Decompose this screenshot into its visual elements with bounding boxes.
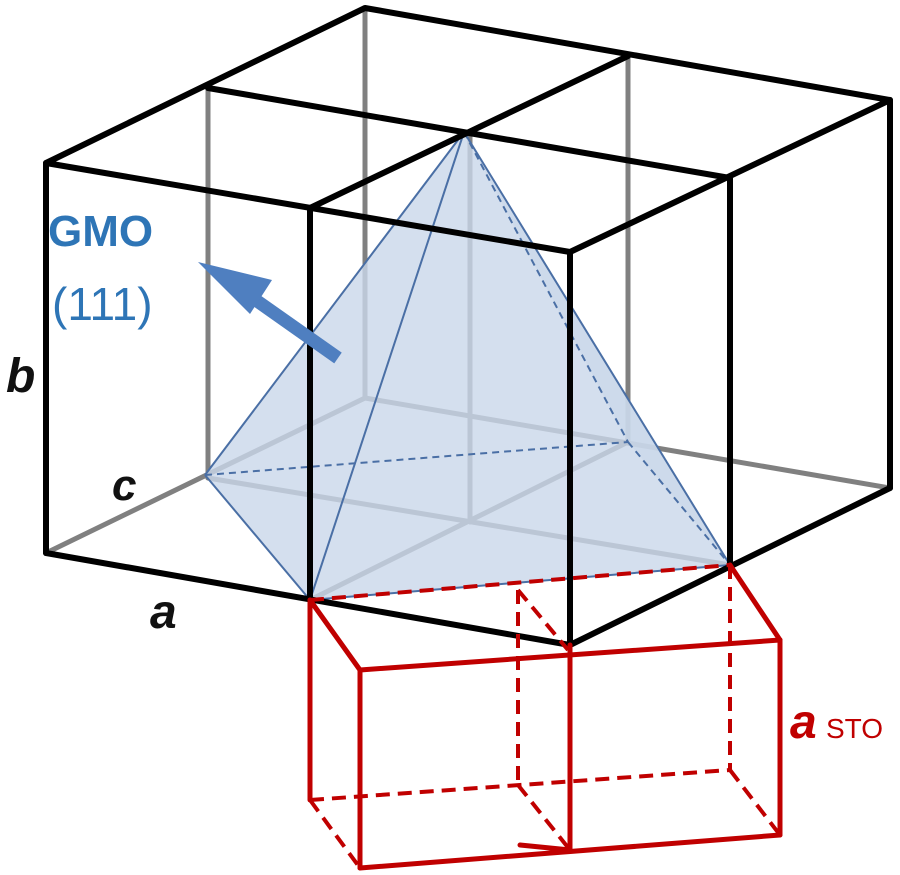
sto-lattice-subscript: STO	[826, 713, 883, 744]
arrow-icon	[198, 262, 342, 364]
gmo-title: GMO	[48, 207, 153, 256]
plane-hidden-edges	[204, 131, 731, 566]
axis-label-b: b	[6, 350, 35, 403]
axis-label-c: c	[112, 461, 136, 510]
sto-cells	[307, 562, 783, 871]
gmo-plane-label: (111)	[52, 278, 153, 330]
axis-label-a: a	[150, 586, 177, 639]
sto-lattice-symbol: a	[790, 696, 817, 749]
sto-hidden-edges	[308, 563, 782, 870]
